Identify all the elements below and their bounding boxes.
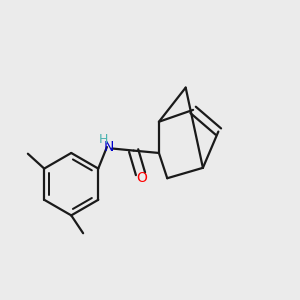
Text: H: H bbox=[99, 133, 109, 146]
Text: N: N bbox=[104, 140, 115, 154]
Text: O: O bbox=[136, 171, 147, 185]
